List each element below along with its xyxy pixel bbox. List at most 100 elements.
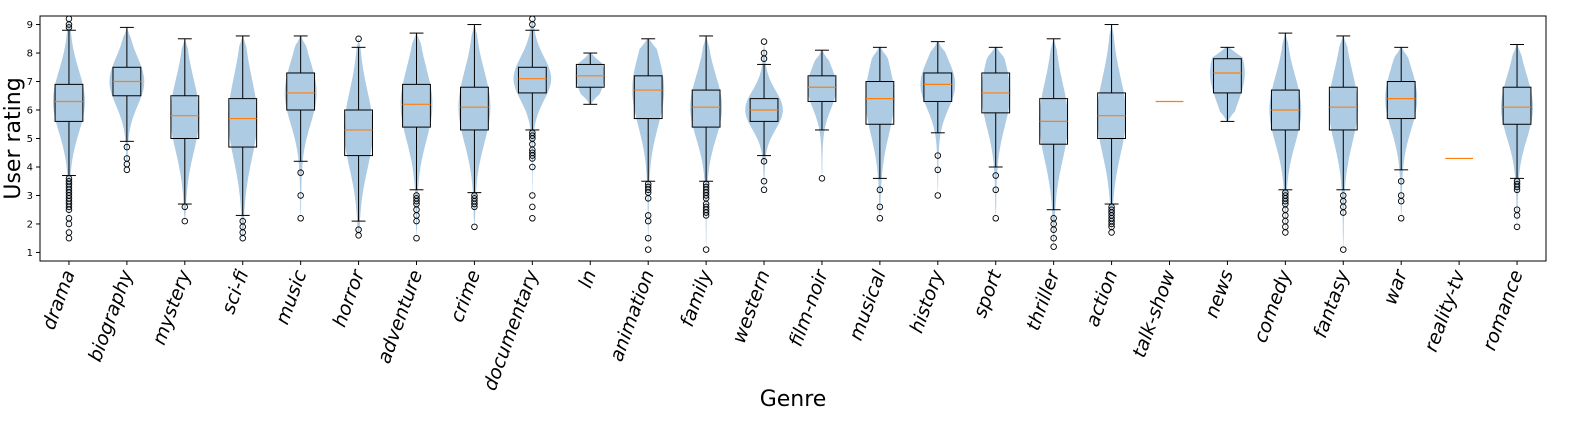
boxplot-ln xyxy=(575,52,605,105)
x-tick-label: romance xyxy=(1478,267,1527,353)
outlier-point xyxy=(1108,203,1115,211)
violin-crime xyxy=(458,24,491,227)
y-tick-label: 3 xyxy=(27,191,33,202)
outlier-point xyxy=(529,149,536,156)
x-tick-label: history xyxy=(905,266,948,336)
y-tick-label: 5 xyxy=(27,134,33,145)
box xyxy=(633,75,663,120)
box xyxy=(1502,86,1532,125)
violin-ln xyxy=(575,53,605,105)
outlier-point xyxy=(297,215,304,222)
x-tick-label: reality-tv xyxy=(1420,266,1470,354)
outlier-point xyxy=(123,143,131,151)
outlier-point xyxy=(1050,215,1057,222)
outlier-point xyxy=(760,38,768,45)
x-tick-label: thriller xyxy=(1022,266,1065,334)
outlier-point xyxy=(65,229,73,236)
boxplot-musical xyxy=(865,46,895,222)
outlier-point xyxy=(644,183,652,191)
outlier-point xyxy=(65,175,73,182)
outlier-point xyxy=(702,180,710,188)
x-axis-label: Genre xyxy=(760,387,827,412)
boxplot-biography xyxy=(112,26,142,174)
boxplot-thriller xyxy=(1039,38,1069,251)
outlier-point xyxy=(1340,246,1347,253)
box xyxy=(923,72,953,102)
outlier-point xyxy=(297,169,304,176)
violins-layer xyxy=(53,18,1533,250)
outlier-point xyxy=(413,195,420,202)
boxplot-crime xyxy=(460,24,489,231)
boxplot-romance xyxy=(1502,43,1532,231)
x-tick-label: western xyxy=(728,267,775,346)
x-tick-label: biography xyxy=(84,266,138,364)
violin-western xyxy=(745,41,783,190)
outlier-point xyxy=(702,183,710,191)
box xyxy=(460,86,489,131)
outlier-point xyxy=(529,129,536,137)
y-axis-label: User rating xyxy=(1,77,26,199)
box xyxy=(691,89,721,128)
outlier-point xyxy=(760,49,768,57)
y-tick-label: 9 xyxy=(27,20,33,31)
x-tick-label: animation xyxy=(606,267,659,364)
boxplot-sci-fi xyxy=(228,35,258,242)
y-tick-label: 7 xyxy=(27,77,33,88)
outlier-point xyxy=(123,155,131,162)
x-tick-label: drama xyxy=(38,267,80,332)
x-tick-label: fantasy xyxy=(1309,266,1354,341)
boxplot-sport xyxy=(981,46,1011,222)
x-tick-label: musical xyxy=(845,267,891,344)
outlier-point xyxy=(529,203,536,211)
x-tick-label: sci-fi xyxy=(217,267,253,317)
outlier-point xyxy=(1513,206,1521,213)
violin-action xyxy=(1097,24,1127,233)
violin-sci-fi xyxy=(228,35,258,239)
box xyxy=(54,83,84,122)
outlier-point xyxy=(1282,189,1289,196)
boxplot-action xyxy=(1097,24,1126,236)
box xyxy=(1213,58,1242,94)
outlier-point xyxy=(297,192,304,199)
y-tick-label: 2 xyxy=(27,219,33,230)
x-tick-label: family xyxy=(676,266,717,329)
violin-horror xyxy=(344,38,374,236)
boxplot-film-noir xyxy=(807,49,837,182)
y-tick-label: 8 xyxy=(27,49,33,60)
boxplot-comedy xyxy=(1270,32,1300,236)
x-tick-label: music xyxy=(271,267,311,328)
box xyxy=(807,75,837,102)
y-axis: 1 2 3 4 5 6 7 8 9 xyxy=(27,20,40,259)
outlier-point xyxy=(1397,177,1405,185)
x-tick-label: sport xyxy=(969,266,1007,321)
boxplot-history xyxy=(923,41,953,199)
boxes-layer xyxy=(54,15,1532,253)
x-tick-label: documentary xyxy=(479,266,543,393)
outlier-point xyxy=(413,234,420,242)
outlier-point xyxy=(760,158,768,165)
outlier-point xyxy=(65,24,73,31)
y-tick-label: 6 xyxy=(27,106,33,117)
boxplot-news xyxy=(1213,46,1242,122)
box xyxy=(170,95,200,139)
outlier-point xyxy=(471,195,478,202)
outlier-point xyxy=(992,172,999,179)
outlier-point xyxy=(644,246,652,253)
outlier-point xyxy=(992,215,999,222)
outlier-point xyxy=(644,212,652,219)
outlier-point xyxy=(876,203,884,211)
boxplot-family xyxy=(691,35,721,253)
x-tick-label: talk-show xyxy=(1128,267,1180,361)
outlier-point xyxy=(1397,192,1405,199)
outlier-point xyxy=(760,186,768,194)
outlier-point xyxy=(818,175,826,182)
outlier-point xyxy=(644,180,652,188)
outlier-point xyxy=(529,215,536,222)
boxplot-music xyxy=(286,35,316,222)
x-tick-label: film-noir xyxy=(785,266,833,350)
x-tick-label: horror xyxy=(329,266,370,330)
boxplot-horror xyxy=(344,35,373,239)
outlier-point xyxy=(529,132,536,139)
box xyxy=(228,98,258,148)
